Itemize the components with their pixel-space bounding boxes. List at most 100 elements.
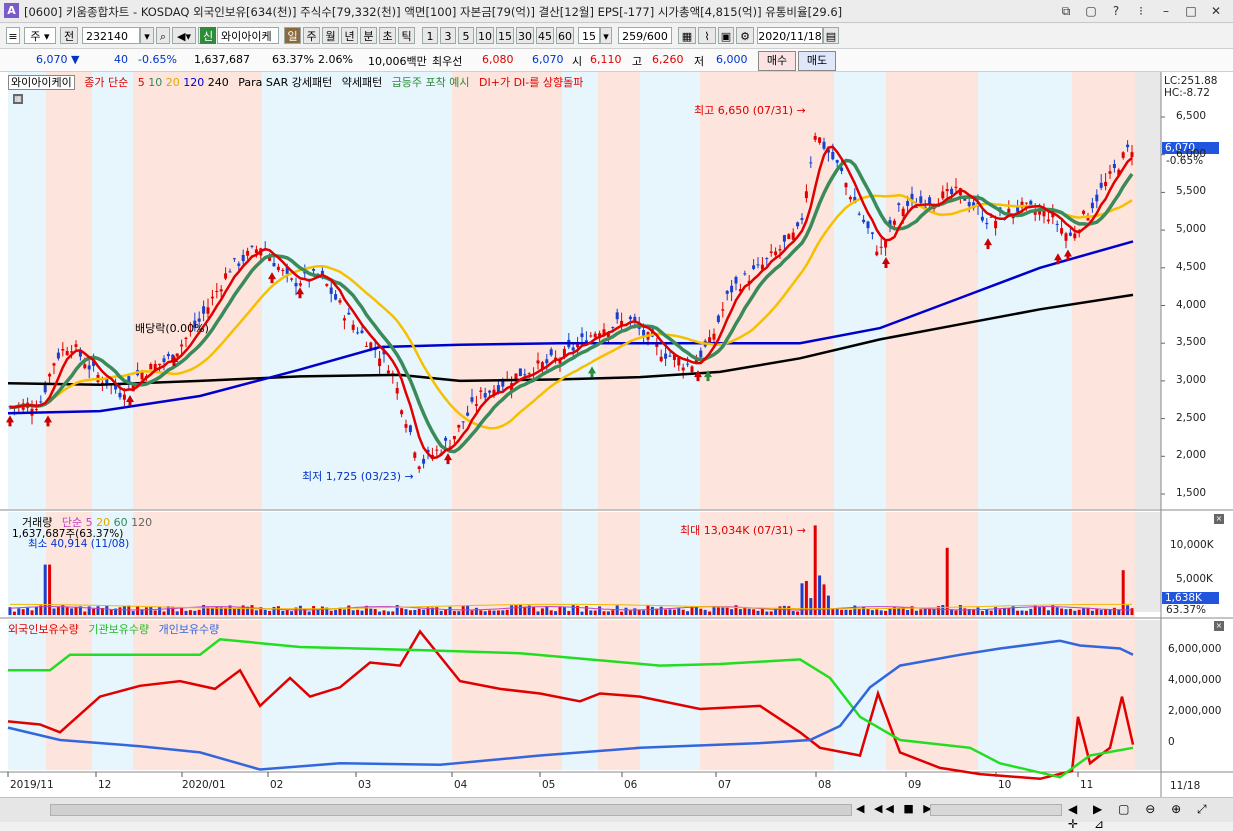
interval-5[interactable]: 5 — [458, 27, 474, 44]
period-year[interactable]: 년 — [341, 27, 358, 44]
volume-bar — [43, 564, 47, 615]
chart-area[interactable]: 2019/11 12 2020/01 02 03 04 05 06 07 08 09 10 11 — [0, 72, 1233, 797]
candle — [804, 191, 808, 199]
gear-icon[interactable]: ⚙ — [736, 27, 754, 44]
volume-bar — [188, 610, 192, 615]
candle — [312, 269, 316, 271]
volume-bar — [404, 609, 408, 615]
grid-toggle-icon[interactable]: ▦ — [13, 94, 23, 104]
interval-45[interactable]: 45 — [536, 27, 554, 44]
interval-10[interactable]: 10 — [476, 27, 494, 44]
volume-bar — [835, 608, 839, 615]
interval-input[interactable]: 15 — [578, 27, 600, 44]
candle — [818, 137, 822, 143]
interval-dropdown-icon[interactable]: ▾ — [600, 27, 612, 44]
volume-bar — [875, 609, 879, 615]
interval-15[interactable]: 15 — [496, 27, 514, 44]
period-week[interactable]: 주 — [303, 27, 320, 44]
interval-1[interactable]: 1 — [422, 27, 438, 44]
indicator-icon[interactable]: ▦ — [678, 27, 696, 44]
date-input[interactable]: 2020/11/18 — [757, 27, 823, 44]
menu-icon[interactable]: ⁝ — [1139, 4, 1143, 18]
volume-bar — [976, 607, 980, 615]
chart-scrollbar[interactable]: ◀ ◀◀ ■ ▶▶ ▶ ◀ ▶ ▢ ⊖ ⊕ ⤢ ✛ ⊿ — [0, 797, 1233, 831]
candle — [862, 219, 866, 223]
scroll-track[interactable] — [50, 804, 852, 816]
link-icon[interactable]: ⧉ — [1061, 4, 1071, 18]
candle — [611, 327, 615, 329]
volume-bar — [316, 609, 320, 615]
volume-bar — [928, 608, 932, 615]
low-annotation: 최저 1,725 (03/23) → — [302, 470, 414, 483]
market-select[interactable]: 주 ▾ — [24, 27, 56, 44]
volume-bar — [800, 583, 804, 615]
candle — [840, 167, 844, 171]
candle — [1112, 163, 1116, 168]
volume-bar — [78, 606, 82, 615]
volume-bar — [892, 607, 896, 615]
search-icon[interactable]: ⌕ — [156, 27, 170, 44]
list-icon[interactable]: ≡ — [6, 27, 20, 44]
volume-bar — [206, 607, 210, 615]
stock-code-input[interactable]: 232140 — [82, 27, 140, 44]
period-minute[interactable]: 분 — [360, 27, 377, 44]
count-input[interactable]: 259/600 — [618, 27, 672, 44]
holding-panel-close-icon[interactable]: × — [1214, 621, 1224, 631]
draw-icon[interactable]: ⌇ — [698, 27, 716, 44]
volume-bar — [747, 608, 751, 615]
signal-arrows — [6, 238, 1072, 465]
stock-name-legend[interactable]: 와이아이케이 — [8, 75, 75, 90]
interval-60[interactable]: 60 — [556, 27, 574, 44]
minimize-button[interactable]: – — [1163, 4, 1169, 18]
volume-bar — [558, 606, 562, 615]
volume-bar — [721, 607, 725, 615]
candle — [914, 206, 918, 208]
volume-bar — [109, 609, 113, 615]
code-dropdown-icon[interactable]: ▾ — [140, 27, 154, 44]
period-tick[interactable]: 틱 — [398, 27, 415, 44]
help-icon[interactable]: ? — [1112, 4, 1120, 18]
candle — [1068, 232, 1072, 236]
period-month[interactable]: 월 — [322, 27, 339, 44]
interval-3[interactable]: 3 — [440, 27, 456, 44]
volume-bar — [184, 610, 188, 615]
buy-button[interactable]: 매수 — [758, 51, 796, 71]
volume-bar — [452, 611, 456, 615]
close-button[interactable]: ✕ — [1210, 4, 1222, 18]
low-price: 6,000 — [716, 53, 748, 66]
candle — [435, 449, 439, 451]
volume-bar — [967, 609, 971, 615]
sound-icon[interactable]: ◀▾ — [172, 27, 196, 44]
institution-legend: 기관보유수량 — [88, 623, 150, 636]
maximize-button[interactable]: □ — [1185, 4, 1197, 18]
volume-bar — [589, 610, 593, 615]
volume-bar — [840, 609, 844, 615]
volume-ratio: 63.37% — [272, 53, 314, 66]
price-tick: 4,500 — [1176, 260, 1207, 273]
prev-button[interactable]: 전 — [60, 27, 78, 44]
volume-bar — [391, 611, 395, 615]
volume-current-pct: 63.37% — [1166, 604, 1207, 616]
price-tick: 6,500 — [1176, 110, 1207, 122]
current-price: 6,070 ▼ — [36, 53, 80, 66]
volume-bar — [901, 607, 905, 615]
volume-bar — [118, 607, 122, 615]
volume-bar — [804, 580, 808, 615]
high-label: 고 — [632, 55, 643, 68]
interval-30[interactable]: 30 — [516, 27, 534, 44]
candle — [928, 197, 932, 205]
candle — [848, 197, 852, 200]
save-icon[interactable]: ▣ — [718, 27, 734, 44]
period-day[interactable]: 일 — [284, 27, 301, 44]
volume-bar — [74, 606, 78, 615]
zoom-slider[interactable] — [930, 804, 1062, 816]
candle — [518, 368, 522, 376]
sell-button[interactable]: 매도 — [798, 51, 836, 71]
calendar-icon[interactable]: ▤ — [823, 27, 839, 44]
volume-bar — [241, 605, 245, 615]
volume-bar — [378, 611, 382, 615]
zoom-controls[interactable]: ◀ ▶ ▢ ⊖ ⊕ ⤢ ✛ ⊿ — [1068, 802, 1213, 831]
volume-panel-close-icon[interactable]: × — [1214, 514, 1224, 524]
period-second[interactable]: 초 — [379, 27, 396, 44]
restore-icon[interactable]: ▢ — [1085, 4, 1097, 18]
